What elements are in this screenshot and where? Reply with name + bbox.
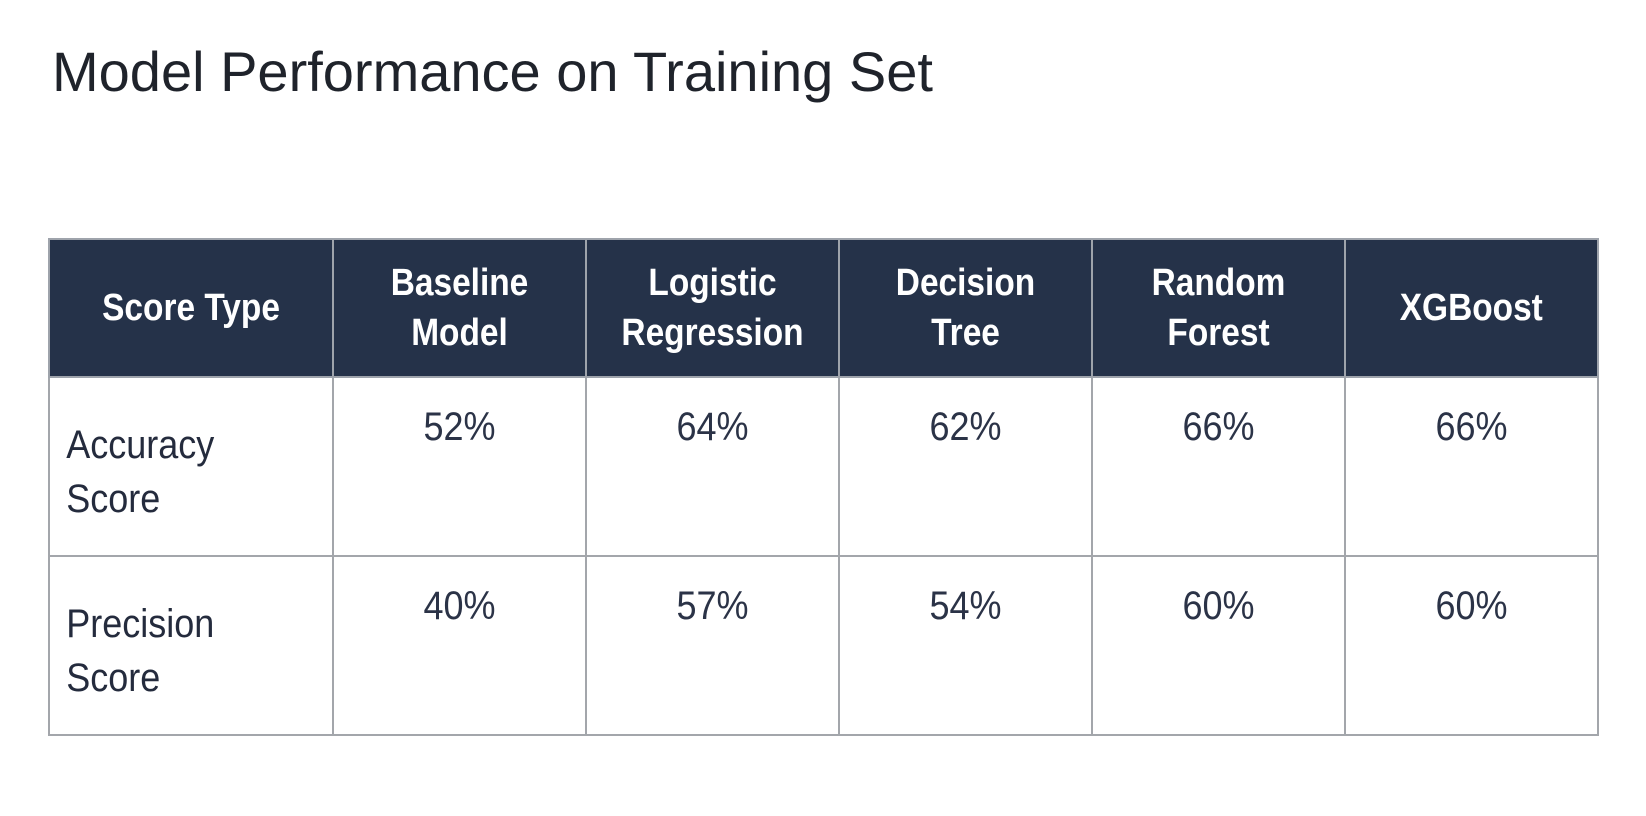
header-label: Random Forest bbox=[1151, 262, 1286, 354]
row-label-precision: Precision Score bbox=[66, 602, 215, 700]
header-random-forest: Random Forest bbox=[1091, 238, 1346, 378]
cell-value: 62% bbox=[929, 405, 1002, 449]
header-row: Score Type Baseline Model Logistic Regre… bbox=[48, 238, 1599, 378]
header-label: Decision Tree bbox=[895, 262, 1036, 354]
header-xgboost: XGBoost bbox=[1344, 238, 1599, 378]
table-cell: 60% bbox=[1091, 555, 1346, 736]
cell-value: 60% bbox=[1182, 584, 1255, 628]
cell-value: 64% bbox=[676, 405, 749, 449]
table-cell: 66% bbox=[1344, 376, 1599, 557]
table-row-precision: Precision Score 40% 57% 54% 60% 60% bbox=[48, 555, 1599, 736]
table-cell: 64% bbox=[585, 376, 840, 557]
cell-value: 40% bbox=[423, 584, 496, 628]
performance-table: Score Type Baseline Model Logistic Regre… bbox=[48, 238, 1599, 736]
header-logistic-regression: Logistic Regression bbox=[585, 238, 840, 378]
header-label: XGBoost bbox=[1399, 287, 1544, 329]
cell-value: 57% bbox=[676, 584, 749, 628]
header-baseline-model: Baseline Model bbox=[332, 238, 587, 378]
table-cell: 62% bbox=[838, 376, 1093, 557]
header-label: Score Type bbox=[102, 287, 280, 329]
header-label: Logistic Regression bbox=[621, 262, 804, 354]
page-title: Model Performance on Training Set bbox=[52, 40, 933, 103]
table-body: Accuracy Score 52% 64% 62% 66% 66% Preci… bbox=[48, 376, 1599, 736]
table-cell: 52% bbox=[332, 376, 587, 557]
row-label-accuracy: Accuracy Score bbox=[66, 423, 215, 521]
cell-value: 66% bbox=[1435, 405, 1508, 449]
header-label: Baseline Model bbox=[390, 262, 529, 354]
header-decision-tree: Decision Tree bbox=[838, 238, 1093, 378]
table-cell: 60% bbox=[1344, 555, 1599, 736]
cell-value: 66% bbox=[1182, 405, 1255, 449]
table-cell: 54% bbox=[838, 555, 1093, 736]
table-cell: 66% bbox=[1091, 376, 1346, 557]
row-label-cell: Precision Score bbox=[48, 555, 334, 736]
header-score-type: Score Type bbox=[48, 238, 334, 378]
cell-value: 54% bbox=[929, 584, 1002, 628]
table-cell: 57% bbox=[585, 555, 840, 736]
table-row-accuracy: Accuracy Score 52% 64% 62% 66% 66% bbox=[48, 376, 1599, 557]
row-label-cell: Accuracy Score bbox=[48, 376, 334, 557]
cell-value: 60% bbox=[1435, 584, 1508, 628]
table-header: Score Type Baseline Model Logistic Regre… bbox=[48, 238, 1599, 378]
table-cell: 40% bbox=[332, 555, 587, 736]
cell-value: 52% bbox=[423, 405, 496, 449]
